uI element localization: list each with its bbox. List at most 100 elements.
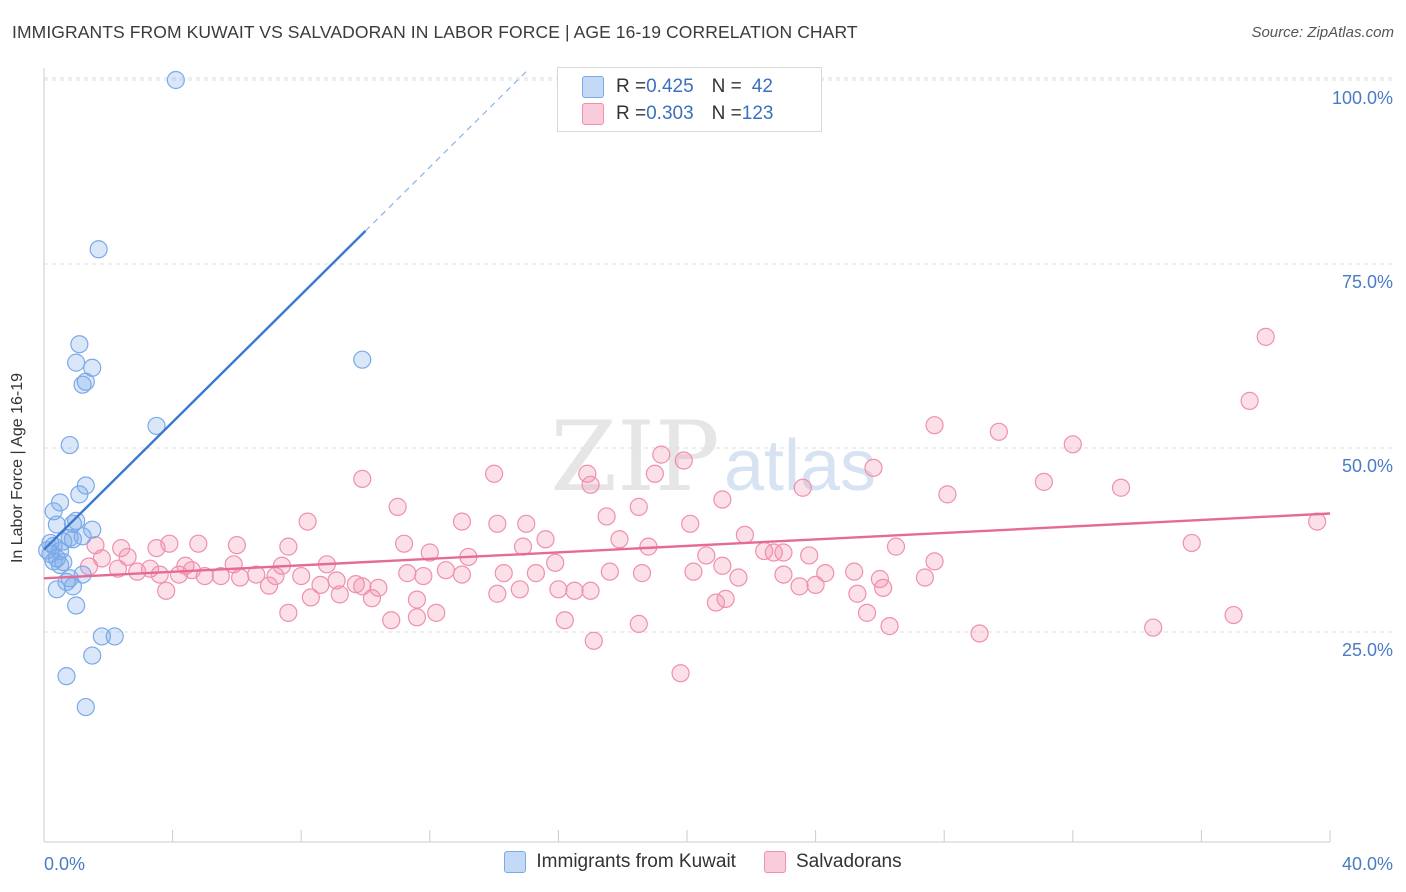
kuwait-point [60, 528, 79, 547]
salvadorans-point [581, 581, 600, 600]
salvadorans-point [970, 624, 989, 643]
salvadorans-point [247, 565, 266, 584]
legend-swatch-salvadorans [763, 851, 786, 873]
salvadorans-point [488, 584, 507, 603]
legend-row-kuwait: R = 0.425 N = 42 [582, 75, 773, 99]
salvadorans-point [632, 564, 652, 583]
chart-title: IMMIGRANTS FROM KUWAIT VS SALVADORAN IN … [12, 22, 858, 42]
salvadorans-point [681, 514, 700, 533]
salvadorans-point [684, 562, 703, 581]
salvadorans-point [629, 614, 648, 634]
salvadorans-point [1111, 478, 1131, 497]
salvadorans-point [845, 562, 864, 581]
kuwait-point [63, 514, 83, 533]
legend-n-label: N = [711, 76, 742, 97]
x-tick-label: 0.0% [44, 854, 85, 874]
salvadorans-point [227, 536, 246, 555]
salvadorans-point [369, 578, 388, 597]
salvadorans-point [436, 561, 455, 580]
salvadorans-point [231, 568, 250, 587]
kuwait-point [166, 70, 185, 90]
salvadorans-point [494, 564, 513, 583]
salvadorans-point [195, 566, 214, 586]
salvadorans-point [565, 581, 584, 600]
salvadorans-point [1240, 391, 1259, 410]
legend-r-value: 0.425 [646, 76, 694, 97]
salvadorans-point [362, 589, 382, 608]
salvadorans-point [555, 611, 574, 630]
salvadorans-point [774, 565, 793, 584]
kuwait-point [67, 596, 86, 615]
axes [43, 68, 1331, 843]
salvadorans-point [857, 603, 877, 622]
salvadorans-point [716, 589, 735, 608]
salvadorans-point [989, 422, 1008, 441]
salvadorans-point [279, 603, 298, 622]
legend-r-label: R = [616, 76, 647, 97]
salvadorans-point [420, 543, 439, 562]
kuwait-point [105, 627, 124, 646]
kuwait-point [147, 416, 166, 436]
salvadorans-point [353, 469, 372, 489]
legend-r-value: 0.303 [646, 103, 694, 124]
salvadorans-point [536, 530, 555, 549]
legend-label-kuwait: Immigrants from Kuwait [536, 851, 736, 872]
legend-n-value: 123 [741, 103, 774, 124]
salvadorans-point [526, 564, 545, 583]
salvadorans-point [394, 534, 414, 553]
salvadorans-point [452, 565, 472, 584]
kuwait-point [70, 335, 89, 354]
legend-r-label: R = [616, 103, 647, 124]
salvadorans-point [1256, 327, 1275, 346]
correlation-legend: R = 0.425 N = 42 R = 0.303 N = 123 [557, 67, 822, 132]
legend-item-salvadorans: Salvadorans [763, 851, 902, 873]
salvadorans-point [584, 631, 603, 650]
salvadorans-point [147, 538, 166, 558]
salvadorans-point [793, 478, 812, 497]
salvadorans-point [510, 580, 529, 599]
salvadorans-point [880, 617, 899, 636]
salvadorans-point [806, 575, 825, 594]
kuwait-point [89, 240, 108, 259]
salvadorans-point [713, 556, 732, 575]
legend-swatch-salvadorans [582, 103, 604, 125]
kuwait-point [57, 667, 76, 686]
salvadorans-point [1182, 533, 1201, 553]
kuwait-point [73, 375, 92, 394]
salvadorans-point [327, 571, 346, 590]
salvadorans-point [301, 588, 320, 607]
salvadorans-point [150, 565, 169, 584]
salvadorans-point [112, 538, 131, 558]
kuwait-point [76, 697, 95, 717]
kuwait-point [60, 435, 79, 455]
y-tick-label: 50.0% [1342, 456, 1393, 476]
salvadorans-point [513, 537, 533, 556]
salvadorans-point [414, 566, 433, 586]
salvadorans-point [800, 546, 819, 565]
kuwait-point [353, 350, 372, 369]
legend-swatch-kuwait [582, 76, 604, 98]
salvadorans-point [915, 568, 935, 587]
kuwait-point [83, 520, 102, 539]
salvadorans-point [816, 564, 835, 583]
salvadorans-point [279, 537, 298, 556]
salvadorans-point [674, 451, 693, 470]
salvadorans-point [578, 464, 597, 483]
salvadorans-point [938, 485, 957, 504]
watermark-zip: ZIP [550, 401, 719, 513]
salvadorans-point [652, 445, 671, 464]
salvadorans-point [610, 530, 629, 549]
kuwait-point [70, 485, 89, 504]
salvadorans-point [925, 552, 944, 571]
salvadorans-point [874, 578, 893, 597]
kuwait-point [63, 577, 83, 596]
salvadorans-point [259, 576, 279, 595]
salvadorans-point [629, 497, 648, 516]
series-kuwait [38, 70, 372, 717]
kuwait-trend-extension [365, 67, 530, 232]
salvadorans-point [886, 537, 906, 556]
salvadorans-point [108, 559, 128, 578]
salvadorans-point [1034, 472, 1053, 491]
salvadorans-point [1063, 435, 1082, 454]
salvadorans-point [549, 580, 568, 599]
